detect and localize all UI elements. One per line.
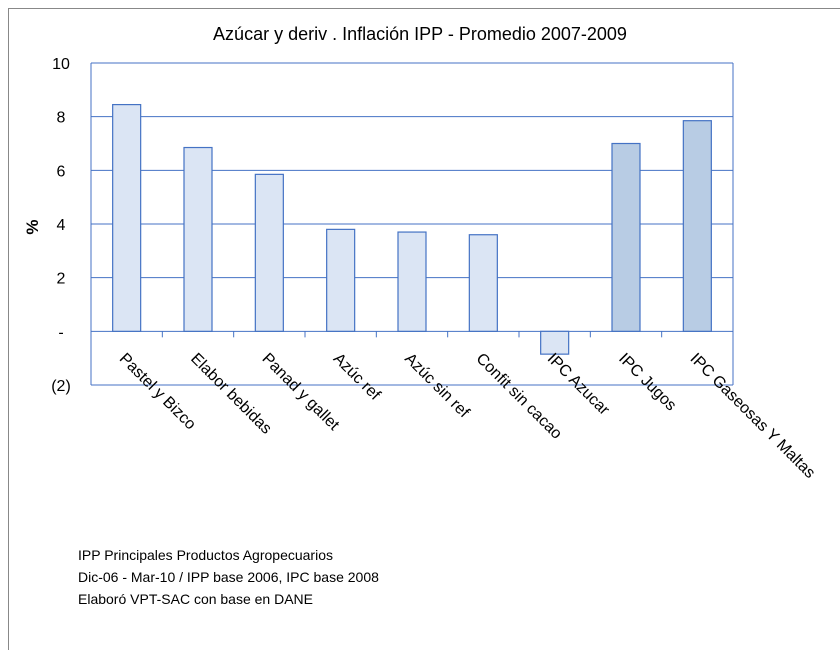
note: IPP Principales Productos Agropecuarios [78,547,333,563]
note: Elaboró VPT-SAC con base en DANE [78,591,313,607]
note: Dic-06 - Mar-10 / IPP base 2006, IPC bas… [78,569,379,585]
y-tick-label: 6 [57,163,66,180]
y-tick-label: (2) [51,378,71,395]
y-tick-label: 8 [57,110,66,127]
bar [611,142,641,332]
chart-title: Azúcar y deriv . Inflación IPP - Promedi… [213,24,627,44]
bar [254,173,284,332]
bar [112,103,142,332]
bar [397,231,427,332]
y-axis-label: % [23,219,42,234]
bar [183,146,213,332]
y-tick-label: - [58,324,63,341]
y-tick-label: 10 [52,56,70,73]
bar [540,330,570,355]
bar [468,234,498,332]
bar [326,228,356,332]
y-tick-label: 4 [57,217,66,234]
bar [682,120,712,332]
y-tick-label: 2 [57,271,66,288]
